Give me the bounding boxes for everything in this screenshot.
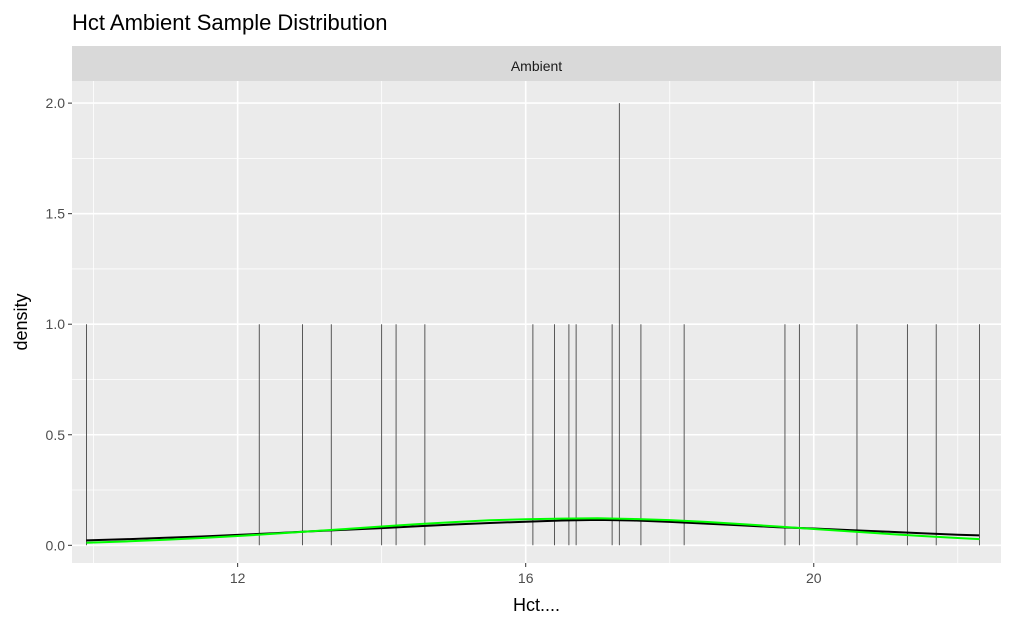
x-tick-label: 16 [518,570,534,586]
normal-fit-line [86,517,980,544]
x-tick-label: 20 [806,570,822,586]
y-tick-label: 0.5 [46,427,66,443]
plot-panel [72,81,1001,563]
x-tick-label: 12 [230,570,246,586]
facet-strip [72,46,1001,81]
y-axis: 0.0 0.5 1.0 1.5 2.0 [46,95,72,553]
y-tick-label: 1.5 [46,206,66,222]
kernel-density-line [86,518,980,542]
minor-gridlines [72,81,1001,563]
y-axis-title: density [11,293,31,350]
y-tick-label: 2.0 [46,95,66,111]
y-tick-label: 1.0 [46,316,66,332]
major-gridlines [72,81,1001,563]
facet-label: Ambient [511,58,562,74]
chart-title: Hct Ambient Sample Distribution [72,10,387,35]
x-axis-title: Hct.... [513,595,560,615]
x-axis: 12 16 20 [230,563,822,586]
density-spikes [86,103,980,546]
y-tick-label: 0.0 [46,537,66,553]
density-lines [86,517,980,544]
